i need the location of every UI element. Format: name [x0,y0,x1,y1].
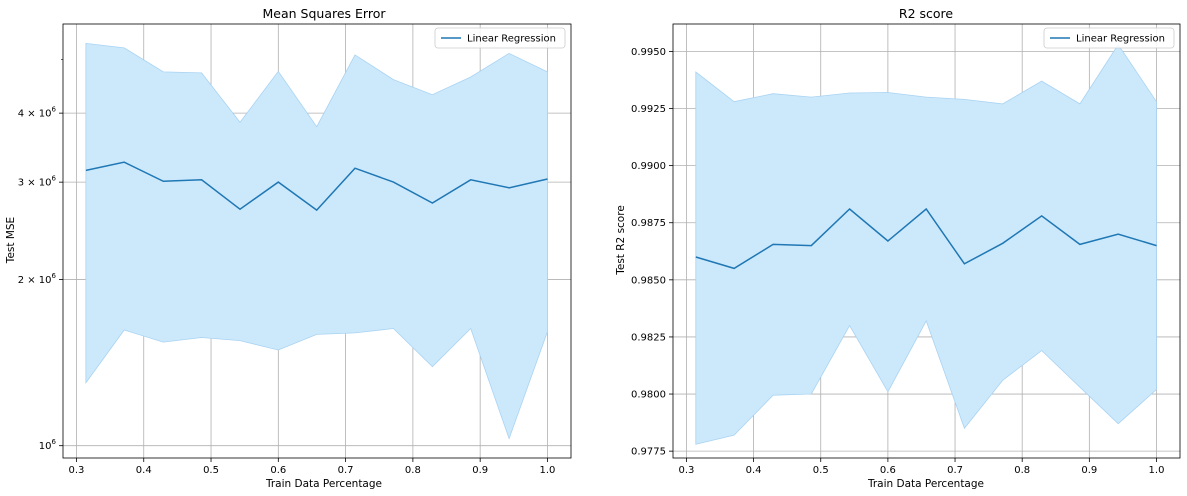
plot-frame [62,23,572,459]
confidence-band [695,43,1157,445]
x-tick-label: 0.8 [1014,465,1030,476]
legend-box [434,27,566,49]
y-axis-label: Test MSE [5,217,17,264]
legend: Linear Regression [434,27,566,49]
x-tick-label: 0.8 [405,465,421,476]
confidence-band [85,42,548,440]
r2-chart: R2 score Train Data Percentage Test R2 s… [615,6,1181,490]
x-tick-label: 0.7 [947,465,963,476]
y-tick-label: 0.9900 [631,161,666,172]
plot-frame [672,23,1181,459]
y-tick-label: 3 × 106 [18,175,57,189]
x-tick-label: 0.9 [472,465,488,476]
legend-label: Linear Regression [467,34,556,45]
y-tick-label: 106 [39,438,57,452]
y-tick-label: 0.9775 [631,447,666,458]
x-tick-label: 0.3 [678,465,694,476]
y-tick-label: 0.9875 [631,218,666,229]
y-tick-label: 2 × 106 [18,272,57,286]
chart-title: R2 score [899,6,954,21]
x-tick-label: 0.4 [746,465,762,476]
mse-chart: Mean Squares Error Train Data Percentage… [5,6,572,490]
y-axis-label: Test R2 score [615,205,627,276]
series-points [695,208,1157,269]
x-tick-label: 0.5 [813,465,829,476]
y-tick-label: 0.9825 [631,332,666,343]
y-tick-label: 0.9850 [631,275,666,286]
x-tick-label: 1.0 [1149,465,1165,476]
legend-box [1043,27,1175,49]
x-axis-label: Train Data Percentage [867,478,984,490]
x-tick-label: 0.7 [338,465,354,476]
x-axis-label: Train Data Percentage [265,478,382,490]
x-tick-label: 1.0 [539,465,555,476]
legend-label: Linear Regression [1076,34,1165,45]
legend: Linear Regression [1043,27,1175,49]
y-tick-label: 0.9800 [631,390,666,401]
x-tick-label: 0.9 [1081,465,1097,476]
chart-title: Mean Squares Error [263,6,387,21]
y-tick-label: 0.9925 [631,104,666,115]
x-tick-label: 0.6 [880,465,896,476]
x-tick-label: 0.5 [203,465,219,476]
y-tick-label: 0.9950 [631,47,666,58]
series-points [85,162,548,211]
y-tick-label: 4 × 106 [18,106,57,120]
x-tick-label: 0.6 [270,465,286,476]
x-tick-label: 0.4 [136,465,152,476]
x-tick-label: 0.3 [69,465,85,476]
